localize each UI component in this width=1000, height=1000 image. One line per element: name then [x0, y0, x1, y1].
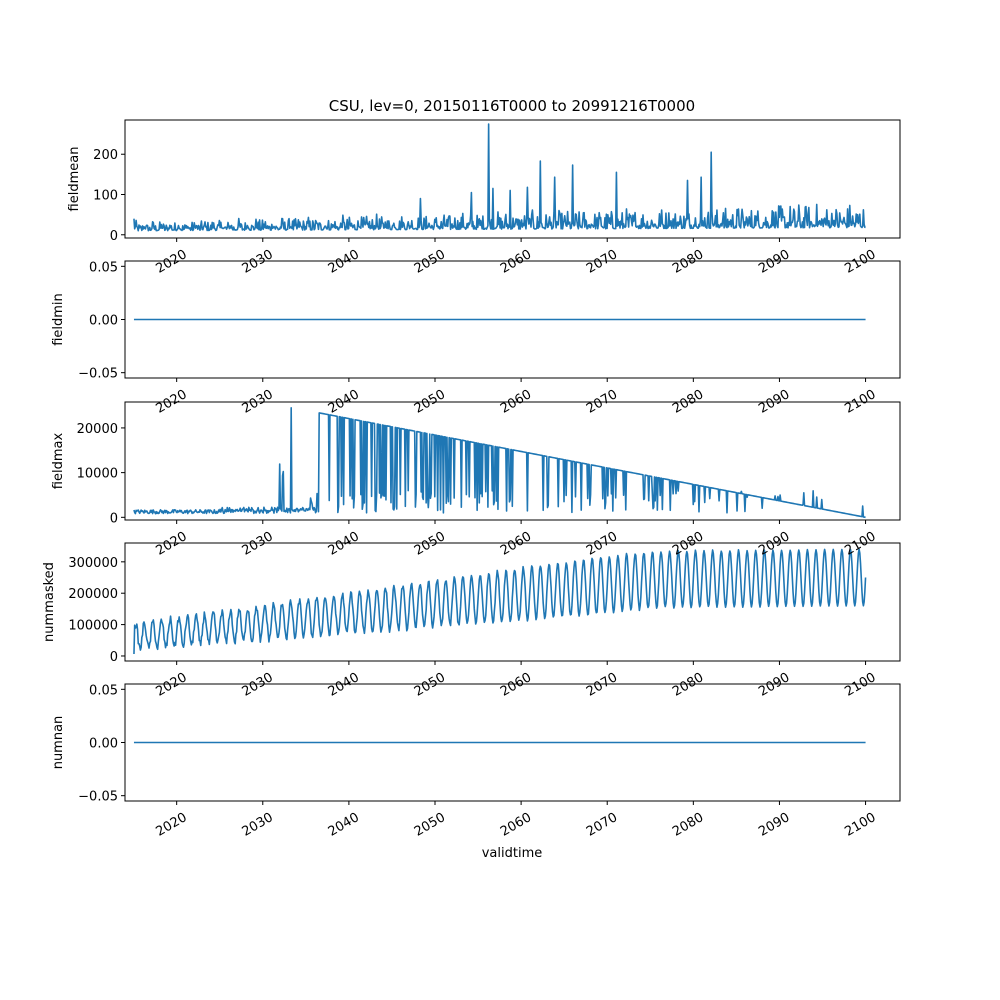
panel-fieldmean: 0 100 200 fieldmean 2020 2030 2040 2050 2060 2070…	[67, 119, 901, 277]
panel-nummasked: 0 100000 200000 300000 nummasked 2020 2030 2040…	[42, 542, 901, 700]
x-tick-label: 2050	[412, 387, 448, 417]
x-tick-label: 2020	[154, 387, 190, 417]
series-line-nummasked	[133, 548, 867, 655]
y-tick-label: 0.05	[89, 260, 118, 275]
y-tick-label: 200000	[68, 587, 118, 602]
x-tick-label: 2090	[756, 670, 792, 700]
x-tick-label: 2050	[412, 670, 448, 700]
x-tick-label: 2020	[154, 810, 190, 840]
x-tick-label: 2020	[154, 670, 190, 700]
x-tick-label: 2040	[326, 247, 362, 277]
y-tick-label: 200	[93, 148, 118, 163]
x-tick-label: 2100	[842, 387, 878, 417]
x-tick-label: 2040	[326, 529, 362, 559]
x-tick-label: 2080	[670, 670, 706, 700]
x-tick-label: 2090	[756, 810, 792, 840]
x-tick-label: 2090	[756, 247, 792, 277]
y-axis-label: fieldmin	[51, 293, 66, 346]
y-tick-label: −0.05	[78, 790, 118, 805]
x-tick-label: 2060	[498, 387, 534, 417]
x-tick-label: 2040	[326, 810, 362, 840]
x-tick-label: 2080	[670, 387, 706, 417]
x-tick-label: 2050	[412, 529, 448, 559]
x-tick-label: 2060	[498, 670, 534, 700]
x-tick-label: 2060	[498, 529, 534, 559]
x-tick-label: 2020	[154, 247, 190, 277]
x-tick-label: 2040	[326, 670, 362, 700]
series-line-fieldmean	[133, 123, 866, 232]
x-tick-label: 2100	[842, 670, 878, 700]
x-tick-label: 2020	[154, 529, 190, 559]
series-line-fieldmax	[133, 407, 866, 519]
y-tick-label: −0.05	[78, 367, 118, 382]
x-tick-label: 2070	[584, 670, 620, 700]
x-tick-label: 2040	[326, 387, 362, 417]
y-tick-label: 20000	[77, 422, 118, 437]
y-tick-label: 100	[93, 189, 118, 204]
x-axis-label: validtime	[482, 846, 543, 861]
x-tick-label: 2030	[240, 387, 276, 417]
y-axis-label: nummasked	[42, 562, 57, 642]
x-tick-label: 2080	[670, 247, 706, 277]
panel-numnan: −0.05 0.00 0.05 numnan 2020 2030 2040 2050 2060 2…	[51, 683, 901, 840]
y-axis-label: numnan	[51, 716, 66, 770]
x-tick-label: 2080	[670, 810, 706, 840]
x-tick-label: 2060	[498, 810, 534, 840]
y-tick-label: 0.05	[89, 683, 118, 698]
axes-frame	[124, 542, 901, 662]
y-axis-label: fieldmax	[51, 433, 66, 490]
x-tick-label: 2070	[584, 529, 620, 559]
x-tick-label: 2060	[498, 247, 534, 277]
x-tick-label: 2030	[240, 670, 276, 700]
y-tick-label: 100000	[68, 619, 118, 634]
x-tick-label: 2090	[756, 387, 792, 417]
panels: −0.05 0.00 0.05 numnan 2020 2030 2040 2050 2060 2…	[42, 119, 901, 840]
chart-title: CSU, lev=0, 20150116T0000 to 20991216T00…	[329, 97, 695, 115]
y-tick-label: 0	[110, 229, 118, 244]
x-tick-label: 2070	[584, 247, 620, 277]
x-tick-label: 2030	[240, 529, 276, 559]
y-tick-label: 300000	[68, 556, 118, 571]
x-tick-label: 2100	[842, 247, 878, 277]
y-tick-label: 0	[110, 511, 118, 526]
x-tick-label: 2070	[584, 810, 620, 840]
y-tick-label: 0	[110, 650, 118, 665]
x-tick-label: 2050	[412, 810, 448, 840]
y-tick-label: 0.00	[89, 314, 118, 329]
x-tick-label: 2030	[240, 247, 276, 277]
x-tick-label: 2070	[584, 387, 620, 417]
panel-fieldmax: 0 10000 20000 fieldmax 2020 2030 2040 2050 2060 2…	[51, 401, 901, 559]
axes-frame	[124, 401, 901, 521]
y-axis-label: fieldmean	[67, 147, 82, 212]
axes-frame	[124, 119, 901, 239]
panel-fieldmin: −0.05 0.00 0.05 fieldmin 2020 2030 2040 2050 206…	[51, 260, 901, 417]
y-tick-label: 10000	[77, 467, 118, 482]
x-tick-label: 2050	[412, 247, 448, 277]
x-tick-label: 2030	[240, 810, 276, 840]
y-tick-label: 0.00	[89, 737, 118, 752]
x-tick-label: 2100	[842, 810, 878, 840]
